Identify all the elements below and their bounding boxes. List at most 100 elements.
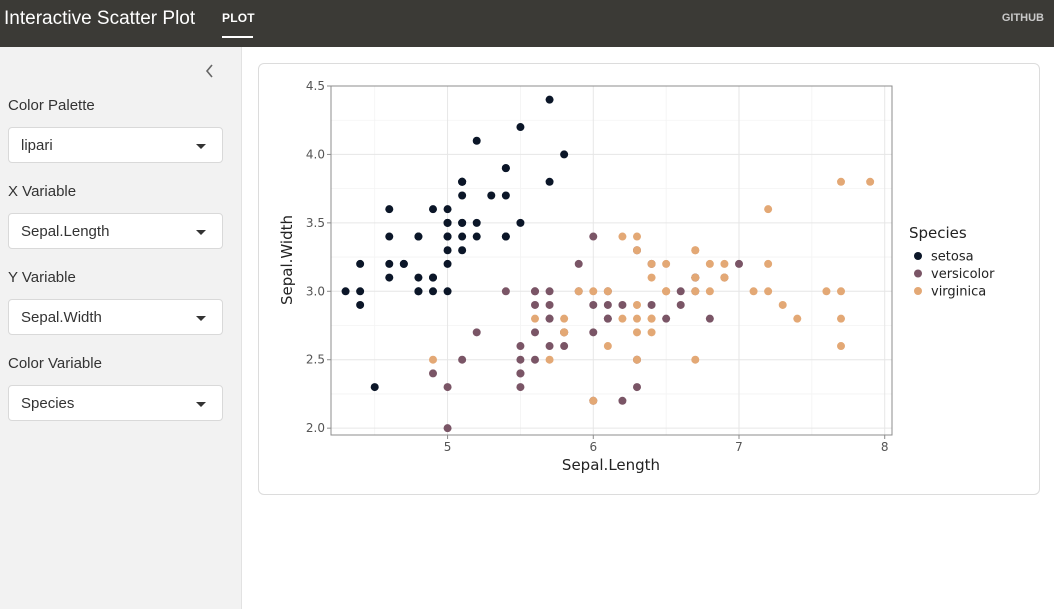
point-virginica[interactable] — [691, 246, 700, 255]
point-setosa[interactable] — [545, 95, 554, 104]
point-versicolor[interactable] — [603, 300, 612, 309]
point-virginica[interactable] — [691, 273, 700, 282]
point-versicolor[interactable] — [429, 369, 437, 378]
point-setosa[interactable] — [545, 177, 554, 186]
point-versicolor[interactable] — [589, 328, 598, 337]
point-virginica[interactable] — [793, 314, 802, 323]
point-setosa[interactable] — [429, 205, 437, 214]
point-virginica[interactable] — [633, 300, 641, 309]
point-versicolor[interactable] — [647, 300, 656, 309]
color-palette-select[interactable]: lipari — [8, 127, 223, 163]
point-virginica[interactable] — [633, 246, 641, 255]
tab-plot[interactable]: PLOT — [222, 11, 255, 25]
point-setosa[interactable] — [472, 218, 481, 227]
github-link[interactable]: GITHUB — [1001, 12, 1044, 24]
point-setosa[interactable] — [443, 205, 452, 214]
color-variable-select[interactable]: Species — [8, 385, 223, 421]
point-setosa[interactable] — [472, 232, 481, 241]
point-setosa[interactable] — [501, 232, 510, 241]
point-virginica[interactable] — [720, 259, 729, 268]
point-virginica[interactable] — [589, 396, 598, 405]
point-virginica[interactable] — [837, 177, 845, 186]
point-setosa[interactable] — [458, 218, 467, 227]
point-setosa[interactable] — [501, 191, 510, 200]
point-versicolor[interactable] — [676, 300, 685, 309]
point-versicolor[interactable] — [545, 342, 554, 351]
point-setosa[interactable] — [443, 287, 452, 296]
point-virginica[interactable] — [647, 328, 656, 337]
point-versicolor[interactable] — [531, 355, 539, 364]
point-versicolor[interactable] — [618, 396, 627, 405]
point-setosa[interactable] — [356, 287, 365, 296]
point-setosa[interactable] — [385, 232, 394, 241]
point-virginica[interactable] — [822, 287, 831, 296]
point-virginica[interactable] — [647, 273, 656, 282]
point-virginica[interactable] — [764, 259, 773, 268]
point-setosa[interactable] — [458, 177, 467, 186]
point-virginica[interactable] — [603, 342, 612, 351]
point-setosa[interactable] — [443, 259, 452, 268]
point-setosa[interactable] — [385, 259, 394, 268]
point-versicolor[interactable] — [545, 314, 554, 323]
point-setosa[interactable] — [356, 259, 365, 268]
point-setosa[interactable] — [487, 191, 496, 200]
point-virginica[interactable] — [837, 314, 845, 323]
point-virginica[interactable] — [837, 342, 845, 351]
point-setosa[interactable] — [429, 273, 437, 282]
point-virginica[interactable] — [705, 287, 714, 296]
point-versicolor[interactable] — [531, 300, 539, 309]
point-versicolor[interactable] — [603, 314, 612, 323]
point-versicolor[interactable] — [574, 259, 583, 268]
point-versicolor[interactable] — [589, 300, 598, 309]
point-setosa[interactable] — [458, 246, 467, 255]
point-versicolor[interactable] — [443, 424, 452, 433]
point-virginica[interactable] — [705, 259, 714, 268]
point-versicolor[interactable] — [662, 314, 671, 323]
scatter-plot[interactable]: 5 6 7 8 2.0 2.5 3.0 3.5 4.0 4.5 Sepal.Length Sepa… — [259, 64, 1039, 494]
point-versicolor[interactable] — [531, 328, 539, 337]
point-virginica[interactable] — [618, 314, 627, 323]
point-virginica[interactable] — [618, 232, 627, 241]
point-versicolor[interactable] — [472, 328, 481, 337]
point-setosa[interactable] — [356, 300, 365, 309]
point-versicolor[interactable] — [545, 287, 554, 296]
point-virginica[interactable] — [589, 287, 598, 296]
point-virginica[interactable] — [691, 355, 700, 364]
point-versicolor[interactable] — [560, 342, 569, 351]
point-virginica[interactable] — [560, 328, 569, 337]
point-virginica[interactable] — [647, 314, 656, 323]
point-versicolor[interactable] — [443, 383, 452, 392]
point-setosa[interactable] — [341, 287, 350, 296]
point-setosa[interactable] — [429, 287, 437, 296]
point-versicolor[interactable] — [589, 232, 598, 241]
point-setosa[interactable] — [472, 136, 481, 145]
point-versicolor[interactable] — [545, 300, 554, 309]
point-versicolor[interactable] — [735, 259, 743, 268]
point-versicolor[interactable] — [531, 287, 539, 296]
point-setosa[interactable] — [458, 232, 467, 241]
point-virginica[interactable] — [633, 328, 641, 337]
point-versicolor[interactable] — [501, 287, 510, 296]
point-virginica[interactable] — [662, 259, 671, 268]
point-virginica[interactable] — [866, 177, 875, 186]
point-versicolor[interactable] — [705, 314, 714, 323]
point-setosa[interactable] — [443, 246, 452, 255]
point-setosa[interactable] — [370, 383, 379, 392]
y-variable-select[interactable]: Sepal.Width — [8, 299, 223, 335]
point-setosa[interactable] — [414, 273, 423, 282]
point-setosa[interactable] — [414, 287, 423, 296]
point-setosa[interactable] — [399, 259, 408, 268]
point-virginica[interactable] — [778, 300, 787, 309]
point-virginica[interactable] — [764, 287, 773, 296]
point-virginica[interactable] — [633, 232, 641, 241]
point-setosa[interactable] — [516, 123, 525, 132]
point-versicolor[interactable] — [618, 300, 627, 309]
point-versicolor[interactable] — [516, 342, 525, 351]
point-setosa[interactable] — [443, 218, 452, 227]
point-virginica[interactable] — [531, 314, 539, 323]
point-virginica[interactable] — [603, 287, 612, 296]
point-virginica[interactable] — [764, 205, 773, 214]
point-setosa[interactable] — [458, 191, 467, 200]
point-setosa[interactable] — [414, 232, 423, 241]
point-versicolor[interactable] — [516, 383, 525, 392]
